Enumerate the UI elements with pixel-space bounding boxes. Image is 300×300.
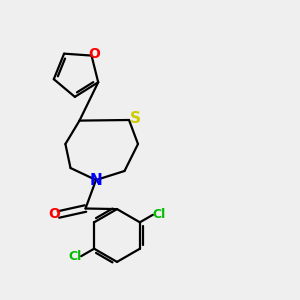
Text: Cl: Cl	[69, 250, 82, 263]
Text: O: O	[88, 47, 101, 61]
Text: N: N	[90, 173, 102, 188]
Text: O: O	[48, 207, 60, 220]
Text: S: S	[130, 111, 141, 126]
Text: Cl: Cl	[152, 208, 165, 221]
